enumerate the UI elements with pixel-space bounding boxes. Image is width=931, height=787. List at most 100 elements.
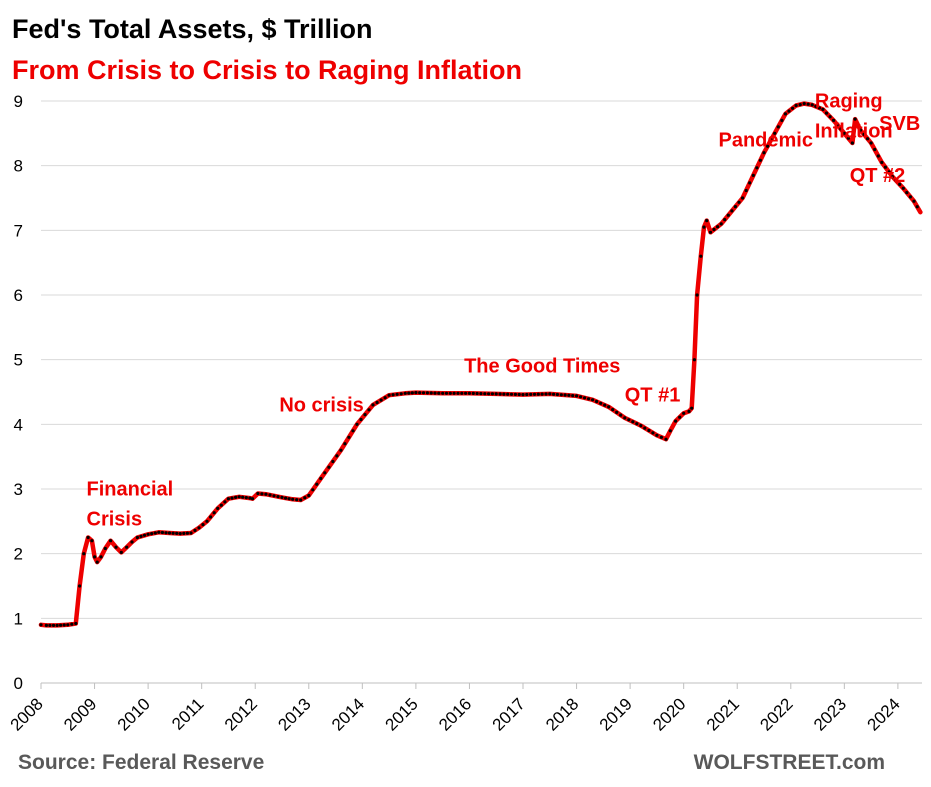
series-marker <box>563 393 567 397</box>
series-marker <box>611 408 615 412</box>
series-marker <box>244 496 248 500</box>
y-tick-label: 5 <box>14 351 23 370</box>
series-marker <box>498 392 502 396</box>
series-marker <box>335 454 339 458</box>
series-marker <box>595 399 599 404</box>
y-tick-label: 1 <box>14 609 23 628</box>
series-marker <box>139 534 143 539</box>
series-marker <box>682 411 686 415</box>
x-tick-label: 2021 <box>703 694 743 734</box>
series-marker <box>307 493 311 498</box>
series-marker <box>414 391 418 395</box>
series-marker <box>552 392 556 396</box>
series-marker <box>209 515 213 519</box>
series-marker <box>887 170 891 174</box>
series-marker <box>160 530 164 535</box>
series-marker <box>627 418 631 422</box>
series-marker <box>513 392 518 396</box>
y-axis-ticks: 0 1 2 3 4 5 6 7 8 9 <box>14 92 23 693</box>
annotation-line: Crisis <box>87 508 143 530</box>
series-marker <box>619 413 623 417</box>
series-marker <box>544 392 548 396</box>
series-marker <box>755 166 759 170</box>
chart-title: Fed's Total Assets, $ Trillion <box>12 14 373 44</box>
annotation-line: No crisis <box>279 394 363 416</box>
series-marker <box>437 391 441 395</box>
series-marker <box>347 435 351 439</box>
x-tick-label: 2018 <box>542 694 582 734</box>
series-marker <box>798 103 802 107</box>
series-marker <box>410 391 414 395</box>
series-marker <box>762 151 766 155</box>
series-marker <box>791 106 795 110</box>
series-marker <box>82 552 86 556</box>
x-tick-label: 2019 <box>596 694 636 734</box>
series-marker <box>407 391 411 395</box>
series-marker <box>391 393 395 397</box>
series-marker <box>876 154 880 158</box>
series-marker <box>821 107 825 111</box>
series-marker <box>237 495 241 499</box>
series-marker <box>99 555 103 559</box>
series-marker <box>579 395 583 399</box>
series-marker <box>44 623 49 628</box>
series-marker <box>291 497 295 501</box>
series-marker <box>769 138 773 142</box>
x-tick-label: 2010 <box>114 694 154 734</box>
series-marker <box>367 408 371 412</box>
annotation: QT #2 <box>850 165 906 187</box>
series-marker <box>48 623 52 628</box>
series-marker <box>912 199 916 203</box>
series-marker <box>475 391 479 396</box>
series-marker <box>264 492 268 496</box>
series-marker <box>250 497 255 501</box>
series-marker <box>901 186 905 190</box>
series-marker <box>93 555 97 559</box>
series-marker <box>835 123 839 127</box>
series-marker <box>157 530 161 534</box>
y-tick-label: 2 <box>14 545 23 564</box>
annotation: Pandemic <box>718 129 812 151</box>
series-marker <box>905 191 909 195</box>
series-marker <box>776 125 780 129</box>
series-marker <box>319 476 323 481</box>
x-tick-label: 2014 <box>328 694 368 734</box>
series-marker <box>631 420 635 424</box>
series-marker <box>506 392 510 396</box>
series-marker <box>599 401 603 405</box>
y-tick-label: 6 <box>14 286 23 305</box>
series-marker <box>730 209 734 213</box>
series-marker <box>583 396 587 400</box>
series-marker <box>171 531 175 535</box>
series-marker <box>490 392 494 396</box>
series-marker <box>699 254 703 258</box>
series-marker <box>125 545 129 549</box>
series-marker <box>315 482 319 486</box>
series-marker <box>223 500 227 504</box>
series-marker <box>737 200 741 204</box>
y-tick-label: 8 <box>14 157 23 176</box>
series-marker <box>639 424 643 428</box>
series-marker <box>299 498 303 502</box>
series-marker <box>733 205 738 209</box>
series-marker <box>655 433 659 437</box>
series-marker <box>651 431 655 435</box>
series-marker <box>178 532 182 536</box>
series-marker <box>375 400 379 405</box>
series-marker <box>421 391 426 395</box>
x-tick-label: 2016 <box>435 694 475 734</box>
series-marker <box>908 195 913 199</box>
series-marker <box>201 523 205 527</box>
annotation-line: The Good Times <box>464 356 620 378</box>
series-marker <box>591 398 595 402</box>
series-marker <box>418 391 422 395</box>
series-marker <box>705 219 709 223</box>
gridlines <box>41 100 922 619</box>
series-marker <box>751 173 755 177</box>
series-marker <box>433 391 437 395</box>
series-marker <box>690 406 694 410</box>
series-marker <box>452 391 456 395</box>
series-marker <box>164 531 168 535</box>
